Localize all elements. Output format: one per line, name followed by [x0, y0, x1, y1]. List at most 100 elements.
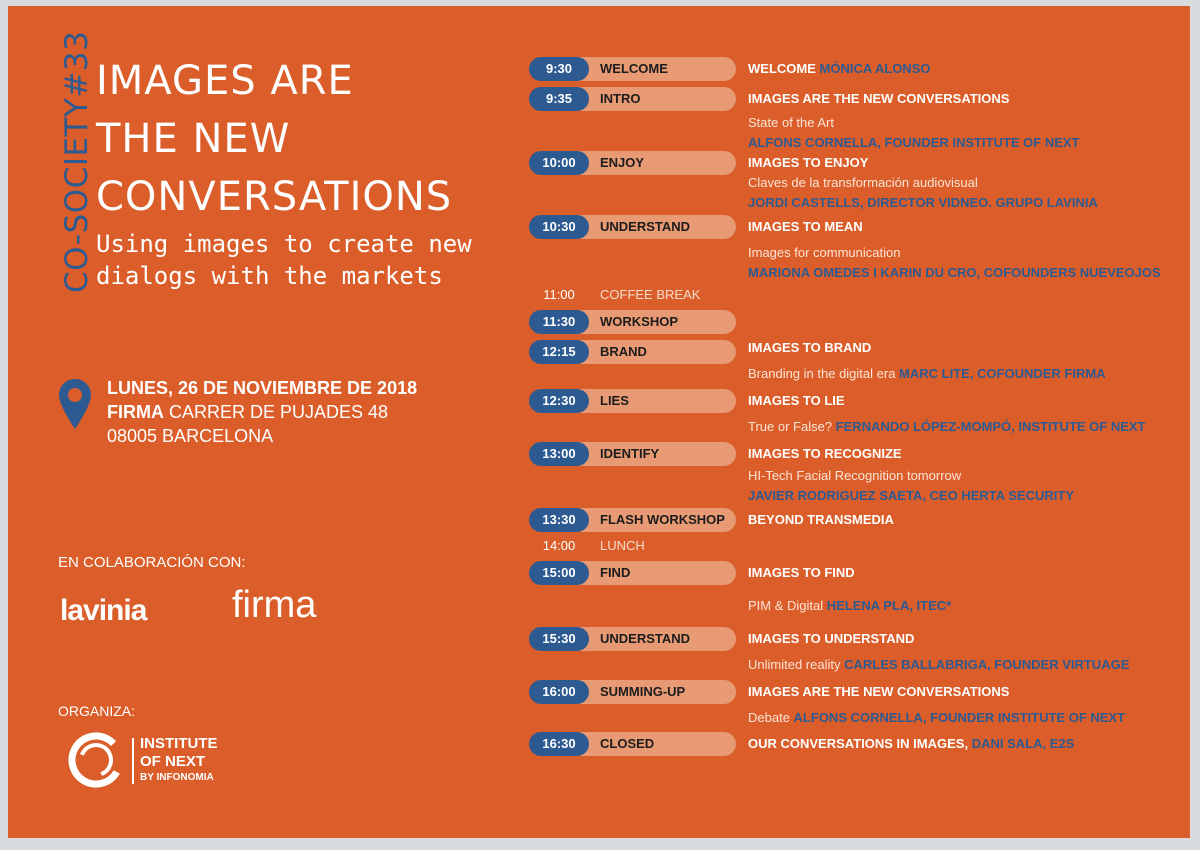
session-title: IMAGES TO FIND: [748, 565, 855, 580]
title-line: THE NEW: [96, 116, 291, 162]
schedule-item: WELCOME 9:30: [529, 57, 736, 81]
schedule-label: CLOSED: [577, 732, 736, 756]
schedule-label: BRAND: [577, 340, 736, 364]
schedule-item: IDENTIFY 13:00: [529, 442, 736, 466]
schedule-time: 12:30: [529, 389, 589, 413]
schedule-item: FIND 15:00: [529, 561, 736, 585]
schedule-label: FIND: [577, 561, 736, 585]
location-pin-icon: [59, 379, 91, 429]
schedule-time: 15:30: [529, 627, 589, 651]
schedule-label: SUMMING-UP: [577, 680, 736, 704]
session-description: Claves de la transformación audiovisual: [748, 175, 978, 190]
schedule-time: 9:30: [529, 57, 589, 81]
schedule-time: 10:30: [529, 215, 589, 239]
schedule-time: 14:00: [542, 538, 576, 553]
venue-name: FIRMA: [107, 402, 164, 422]
session-title: IMAGES ARE THE NEW CONVERSATIONS: [748, 91, 1010, 106]
venue-city: 08005 BARCELONA: [107, 426, 274, 446]
schedule-time: 10:00: [529, 151, 589, 175]
series-label: CO-SOCIETY#33: [59, 30, 95, 293]
schedule-label: ENJOY: [577, 151, 736, 175]
organizer-line: INSTITUTE: [140, 735, 218, 752]
schedule-label: IDENTIFY: [577, 442, 736, 466]
session-title: IMAGES TO ENJOY: [748, 155, 869, 170]
event-poster: CO-SOCIETY#33 IMAGES ARE THE NEW CONVERS…: [8, 6, 1190, 838]
schedule-time: 16:30: [529, 732, 589, 756]
title-line: CONVERSATIONS: [96, 174, 453, 220]
session-title: WELCOME MÒNICA ALONSO: [748, 61, 931, 76]
schedule-label: UNDERSTAND: [577, 627, 736, 651]
schedule-label: WORKSHOP: [577, 310, 736, 334]
venue-block: LUNES, 26 DE NOVIEMBRE DE 2018 FIRMA CAR…: [107, 376, 417, 448]
firma-logo: firma: [232, 584, 317, 626]
collaboration-label: EN COLABORACIÓN CON:: [58, 554, 246, 571]
speaker-name: JORDI CASTELLS, DIRECTOR VIDNEO. GRUPO L…: [748, 195, 1098, 210]
schedule-label: FLASH WORKSHOP: [577, 508, 736, 532]
title-line: IMAGES ARE: [96, 58, 354, 104]
subtitle-line: dialogs with the markets: [96, 262, 443, 290]
organizer-name: INSTITUTE OF NEXT BY INFONOMIA: [140, 735, 218, 785]
speaker-name: DANI SALA, E2S: [971, 736, 1075, 751]
schedule-item: UNDERSTAND 15:30: [529, 627, 736, 651]
session-title: IMAGES TO MEAN: [748, 219, 863, 234]
organizer-subline: BY INFONOMIA: [140, 772, 214, 783]
organizer-label: ORGANIZA:: [58, 703, 136, 719]
schedule-time: 13:00: [529, 442, 589, 466]
schedule-item: SUMMING-UP 16:00: [529, 680, 736, 704]
session-title: OUR CONVERSATIONS IN IMAGES, DANI SALA, …: [748, 736, 1075, 751]
venue-street: CARRER DE PUJADES 48: [164, 402, 389, 422]
event-title: IMAGES ARE THE NEW CONVERSATIONS: [96, 52, 452, 226]
speaker-name: ALFONS CORNELLA, FOUNDER INSTITUTE OF NE…: [748, 135, 1080, 150]
session-title: IMAGES TO BRAND: [748, 340, 872, 355]
schedule-item: FLASH WORKSHOP 13:30: [529, 508, 736, 532]
schedule-label: LUNCH: [600, 538, 645, 553]
organizer-divider: [132, 738, 134, 784]
lavinia-logo: lavinia: [60, 594, 147, 627]
speaker-name: JAVIER RODRIGUEZ SAETA, CEO HERTA SECURI…: [748, 488, 1074, 503]
session-title: IMAGES TO RECOGNIZE: [748, 446, 902, 461]
schedule-time: 12:15: [529, 340, 589, 364]
speaker-name: MARIONA OMEDES I KARIN DU CRO, COFOUNDER…: [748, 265, 1161, 280]
schedule-time: 16:00: [529, 680, 589, 704]
schedule-label: LIES: [577, 389, 736, 413]
schedule-item: LIES 12:30: [529, 389, 736, 413]
schedule-item: BRAND 12:15: [529, 340, 736, 364]
schedule-item: WORKSHOP 11:30: [529, 310, 736, 334]
session-description: PIM & Digital HELENA PLA, ITEC*: [748, 598, 952, 613]
schedule-time: 13:30: [529, 508, 589, 532]
event-subtitle: Using images to create new dialogs with …: [96, 228, 472, 292]
session-title: BEYOND TRANSMEDIA: [748, 512, 894, 527]
schedule-time: 9:35: [529, 87, 589, 111]
speaker-name: MARC LITE, COFOUNDER FIRMA: [899, 366, 1106, 381]
session-description: Unlimited reality CARLES BALLABRIGA, FOU…: [748, 657, 1130, 672]
schedule-item: CLOSED 16:30: [529, 732, 736, 756]
speaker-name: ALFONS CORNELLA, FOUNDER INSTITUTE OF NE…: [793, 710, 1126, 725]
session-description: State of the Art: [748, 115, 834, 130]
schedule-item: ENJOY 10:00: [529, 151, 736, 175]
session-title: IMAGES TO UNDERSTAND: [748, 631, 915, 646]
schedule-label: WELCOME: [577, 57, 736, 81]
event-date: LUNES, 26 DE NOVIEMBRE DE 2018: [107, 378, 418, 398]
schedule-time: 11:30: [529, 310, 589, 334]
speaker-name: MÒNICA ALONSO: [819, 61, 931, 76]
session-description: Debate ALFONS CORNELLA, FOUNDER INSTITUT…: [748, 710, 1126, 725]
schedule-label: UNDERSTAND: [577, 215, 736, 239]
speaker-name: CARLES BALLABRIGA, FOUNDER VIRTUAGE: [844, 657, 1130, 672]
subtitle-line: Using images to create new: [96, 230, 472, 258]
session-description: Branding in the digital era MARC LITE, C…: [748, 366, 1106, 381]
schedule-label: INTRO: [577, 87, 736, 111]
schedule-item: UNDERSTAND 10:30: [529, 215, 736, 239]
session-description: True or False? FERNANDO LÓPEZ-MOMPÓ, INS…: [748, 419, 1146, 434]
institute-swirl-logo-icon: [68, 732, 124, 788]
session-title: IMAGES ARE THE NEW CONVERSATIONS: [748, 684, 1010, 699]
venue-address: FIRMA CARRER DE PUJADES 48: [107, 400, 417, 424]
session-title: IMAGES TO LIE: [748, 393, 845, 408]
schedule-time: 11:00: [543, 287, 575, 302]
session-description: Images for communication: [748, 245, 901, 260]
organizer-line: OF NEXT: [140, 753, 206, 770]
session-description: HI-Tech Facial Recognition tomorrow: [748, 468, 962, 483]
schedule-item: INTRO 9:35: [529, 87, 736, 111]
speaker-name: FERNANDO LÓPEZ-MOMPÓ, INSTITUTE OF NEXT: [835, 419, 1146, 434]
speaker-name: HELENA PLA, ITEC*: [826, 598, 952, 613]
schedule-label: COFFEE BREAK: [600, 287, 701, 302]
